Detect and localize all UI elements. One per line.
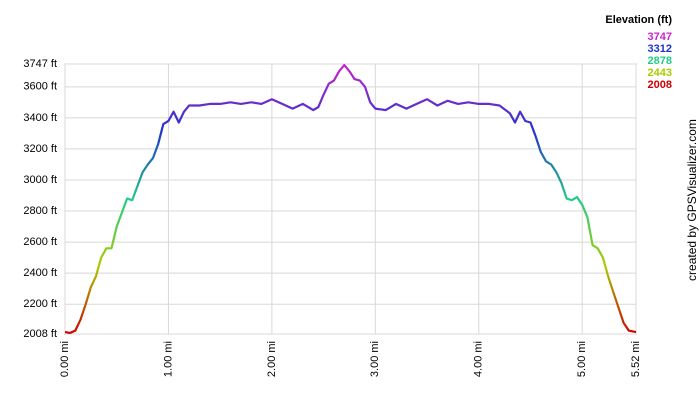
y-tick-label: 2600 ft	[23, 236, 57, 248]
x-tick-label: 5.00 mi	[576, 341, 588, 377]
y-tick-label: 2400 ft	[23, 267, 57, 279]
legend-title: Elevation (ft)	[605, 14, 672, 26]
legend-value: 2878	[648, 55, 672, 67]
y-tick-label: 2800 ft	[23, 205, 57, 217]
elevation-line	[64, 63, 637, 334]
x-tick-label: 3.00 mi	[369, 341, 381, 377]
x-tick-label: 2.00 mi	[266, 341, 278, 377]
y-tick-label: 3000 ft	[23, 174, 57, 186]
legend-value: 2443	[648, 67, 672, 79]
y-tick-label: 2008 ft	[23, 328, 57, 340]
x-tick-label: 5.52 mi	[630, 341, 642, 377]
x-tick-label: 4.00 mi	[473, 341, 485, 377]
x-tick-label: 1.00 mi	[162, 341, 174, 377]
legend-value: 3747	[648, 31, 672, 43]
legend-value: 2008	[648, 79, 672, 91]
y-tick-label: 3747 ft	[23, 58, 57, 70]
y-tick-label: 2200 ft	[23, 298, 57, 310]
legend-value: 3312	[648, 43, 672, 55]
y-tick-label: 3600 ft	[23, 81, 57, 93]
plot-area	[64, 63, 637, 335]
credit: created by GPSVisualizer.com	[685, 119, 699, 281]
y-tick-label: 3200 ft	[23, 143, 57, 155]
y-tick-label: 3400 ft	[23, 112, 57, 124]
x-tick-label: 0.00 mi	[59, 341, 71, 377]
